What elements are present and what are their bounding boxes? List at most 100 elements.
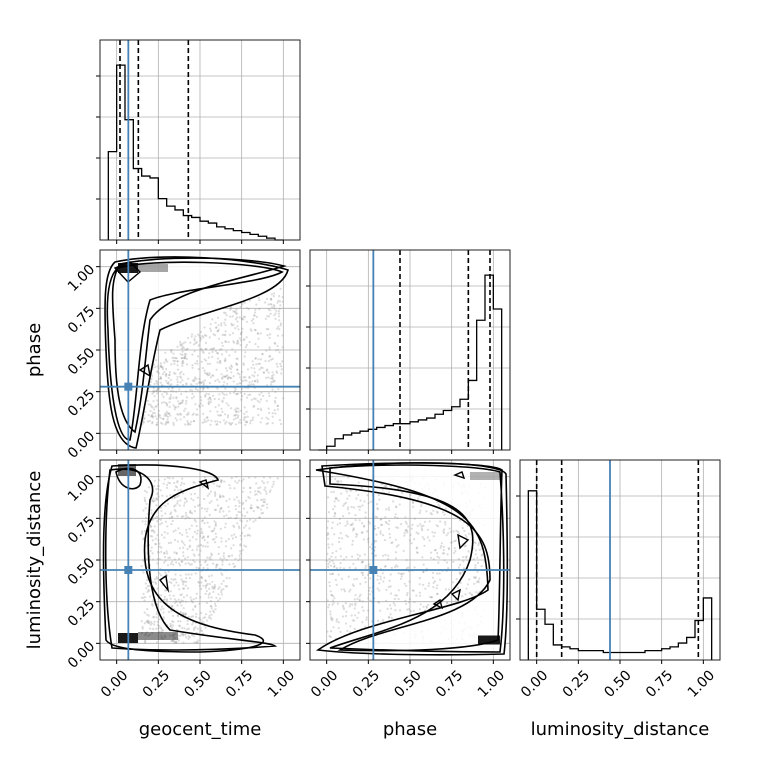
scatter-point [328, 584, 331, 588]
scatter-point [181, 399, 185, 402]
scatter-point [454, 539, 457, 542]
scatter-point [350, 489, 353, 492]
scatter-point [224, 387, 227, 390]
scatter-point [380, 523, 384, 526]
scatter-point [201, 532, 204, 535]
x-tick-label: 1.00 [475, 667, 508, 700]
scatter-point [246, 368, 250, 371]
scatter-point [267, 308, 270, 311]
scatter-point [143, 611, 146, 614]
scatter-point [249, 393, 252, 396]
x-tick-label: 0.00 [308, 667, 341, 700]
scatter-point [258, 516, 261, 519]
scatter-point [213, 584, 216, 587]
scatter-point [170, 639, 173, 643]
scatter-point [452, 530, 455, 533]
scatter-point [336, 602, 339, 605]
xlabel-geocent-time: geocent_time [139, 719, 262, 740]
scatter-point [280, 365, 283, 368]
scatter-point [214, 521, 217, 524]
scatter-point [211, 530, 214, 533]
scatter-point [395, 526, 398, 529]
scatter-point [464, 534, 467, 537]
scatter-point [434, 548, 437, 552]
scatter-point [164, 423, 167, 426]
scatter-point [254, 490, 257, 493]
scatter-point [185, 636, 188, 639]
scatter-point [216, 361, 219, 364]
scatter-point [220, 582, 223, 586]
scatter-point [236, 340, 239, 343]
scatter-point [176, 380, 179, 383]
scatter-point [205, 392, 208, 395]
contour-line [315, 461, 509, 656]
contour-line [104, 256, 289, 449]
scatter-point [164, 636, 167, 639]
scatter-point [333, 511, 336, 515]
contour-line [198, 479, 210, 490]
scatter-point [254, 308, 257, 311]
scatter-point [353, 506, 356, 509]
scatter-point [174, 417, 177, 420]
scatter-point [238, 501, 241, 504]
scatter-point [202, 384, 205, 387]
scatter-point [271, 415, 274, 418]
scatter-point [276, 404, 279, 408]
scatter-point [162, 611, 165, 614]
scatter-point [262, 476, 265, 479]
scatter-point [163, 598, 166, 601]
scatter-point [277, 348, 280, 351]
scatter-point [195, 341, 198, 344]
scatter-point [191, 413, 194, 416]
scatter-point [362, 609, 365, 612]
scatter-point [191, 353, 194, 356]
scatter-point [415, 531, 418, 534]
scatter-point [271, 374, 274, 378]
scatter-point [470, 593, 473, 596]
scatter-point [278, 418, 281, 422]
scatter-point [266, 422, 270, 425]
scatter-point [363, 500, 366, 503]
scatter-point [209, 599, 212, 603]
scatter-point [184, 348, 187, 351]
scatter-point [206, 619, 209, 622]
scatter-point [201, 335, 204, 338]
scatter-point [351, 543, 354, 546]
scatter-point [201, 620, 204, 623]
scatter-point [404, 520, 407, 523]
scatter-point [208, 396, 212, 400]
scatter-point [158, 414, 162, 417]
scatter-point [364, 516, 367, 519]
scatter-point [227, 517, 230, 520]
scatter-point [181, 360, 184, 363]
xlabel-luminosity-distance: luminosity_distance [531, 719, 710, 740]
scatter-point [182, 373, 185, 376]
scatter-point [209, 323, 212, 326]
scatter-point [265, 399, 268, 402]
scatter-point [264, 359, 267, 362]
scatter-point [334, 497, 337, 500]
scatter-point [173, 640, 176, 644]
scatter-point [263, 501, 266, 504]
scatter-point [442, 530, 445, 533]
scatter-point [140, 631, 143, 635]
scatter-point [348, 512, 351, 515]
truth-marker [124, 382, 133, 391]
scatter-point [202, 351, 205, 354]
scatter-point [223, 311, 226, 314]
scatter-point [165, 572, 168, 576]
scatter-point [394, 565, 397, 569]
scatter-point [252, 363, 255, 366]
scatter-point [267, 392, 270, 395]
scatter-point [221, 558, 224, 561]
scatter-point [179, 499, 182, 502]
scatter-point [253, 328, 256, 331]
scatter-point [452, 560, 455, 564]
scatter-point [440, 544, 443, 548]
scatter-point [169, 512, 172, 516]
scatter-point [334, 496, 337, 499]
scatter-point [342, 567, 346, 570]
scatter-point [333, 515, 336, 518]
scatter-point [170, 523, 173, 526]
scatter-point [457, 566, 460, 569]
